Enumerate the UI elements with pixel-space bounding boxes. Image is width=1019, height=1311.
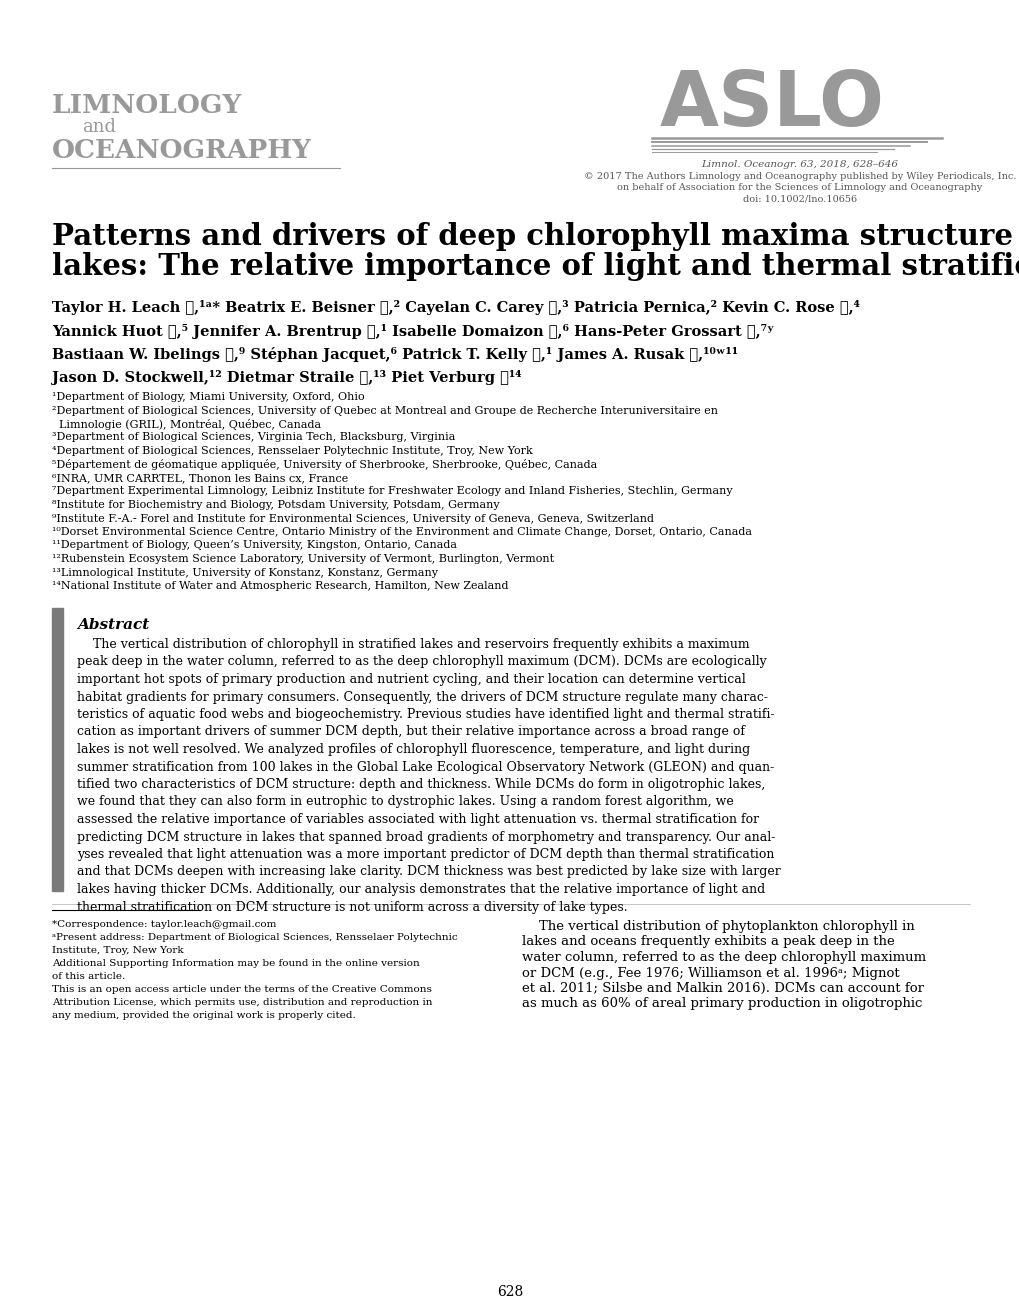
Text: ⁶INRA, UMR CARRTEL, Thonon les Bains cx, France: ⁶INRA, UMR CARRTEL, Thonon les Bains cx,… [52, 473, 347, 482]
Text: lakes: The relative importance of light and thermal stratification: lakes: The relative importance of light … [52, 252, 1019, 281]
Text: 628: 628 [496, 1285, 523, 1299]
Text: Institute, Troy, New York: Institute, Troy, New York [52, 947, 183, 954]
Text: on behalf of Association for the Sciences of Limnology and Oceanography: on behalf of Association for the Science… [616, 184, 981, 191]
Text: lakes and oceans frequently exhibits a peak deep in the: lakes and oceans frequently exhibits a p… [522, 936, 894, 948]
Text: Additional Supporting Information may be found in the online version: Additional Supporting Information may be… [52, 960, 420, 968]
Text: et al. 2011; Silsbe and Malkin 2016). DCMs can account for: et al. 2011; Silsbe and Malkin 2016). DC… [522, 982, 923, 995]
Text: Limnol. Oceanogr. 63, 2018, 628–646: Limnol. Oceanogr. 63, 2018, 628–646 [701, 160, 898, 169]
Text: of this article.: of this article. [52, 971, 125, 981]
Text: summer stratification from 100 lakes in the Global Lake Ecological Observatory N: summer stratification from 100 lakes in … [76, 760, 773, 773]
Text: ᵃPresent address: Department of Biological Sciences, Rensselaer Polytechnic: ᵃPresent address: Department of Biologic… [52, 933, 458, 943]
Text: peak deep in the water column, referred to as the deep chlorophyll maximum (DCM): peak deep in the water column, referred … [76, 656, 766, 669]
Text: and: and [82, 118, 116, 136]
Text: habitat gradients for primary consumers. Consequently, the drivers of DCM struct: habitat gradients for primary consumers.… [76, 691, 767, 704]
Text: and that DCMs deepen with increasing lake clarity. DCM thickness was best predic: and that DCMs deepen with increasing lak… [76, 865, 780, 878]
Text: predicting DCM structure in lakes that spanned broad gradients of morphometry an: predicting DCM structure in lakes that s… [76, 830, 774, 843]
Text: as much as 60% of areal primary production in oligotrophic: as much as 60% of areal primary producti… [522, 998, 921, 1011]
Text: yses revealed that light attenuation was a more important predictor of DCM depth: yses revealed that light attenuation was… [76, 848, 773, 861]
Text: doi: 10.1002/lno.10656: doi: 10.1002/lno.10656 [742, 194, 856, 203]
Text: or DCM (e.g., Fee 1976; Williamson et al. 1996ᵃ; Mignot: or DCM (e.g., Fee 1976; Williamson et al… [522, 966, 899, 979]
Bar [52, 608, 63, 891]
Text: ⁴Department of Biological Sciences, Rensselaer Polytechnic Institute, Troy, New : ⁴Department of Biological Sciences, Rens… [52, 446, 532, 456]
Text: ²Department of Biological Sciences, University of Quebec at Montreal and Groupe : ²Department of Biological Sciences, Univ… [52, 405, 717, 416]
Text: thermal stratification on DCM structure is not uniform across a diversity of lak: thermal stratification on DCM structure … [76, 901, 627, 914]
Text: ¹²Rubenstein Ecosystem Science Laboratory, University of Vermont, Burlington, Ve: ¹²Rubenstein Ecosystem Science Laborator… [52, 555, 553, 564]
Text: teristics of aquatic food webs and biogeochemistry. Previous studies have identi: teristics of aquatic food webs and bioge… [76, 708, 773, 721]
Text: ¹¹Department of Biology, Queen’s University, Kingston, Ontario, Canada: ¹¹Department of Biology, Queen’s Univers… [52, 540, 457, 551]
Text: water column, referred to as the deep chlorophyll maximum: water column, referred to as the deep ch… [522, 950, 925, 964]
Text: ¹⁴National Institute of Water and Atmospheric Research, Hamilton, New Zealand: ¹⁴National Institute of Water and Atmosp… [52, 581, 508, 591]
Text: ³Department of Biological Sciences, Virginia Tech, Blacksburg, Virginia: ³Department of Biological Sciences, Virg… [52, 433, 454, 443]
Text: Jason D. Stockwell,¹² Dietmar Straile Ⓢ,¹³ Piet Verburg Ⓢ¹⁴: Jason D. Stockwell,¹² Dietmar Straile Ⓢ,… [52, 370, 521, 385]
Text: we found that they can also form in eutrophic to dystrophic lakes. Using a rando: we found that they can also form in eutr… [76, 796, 733, 809]
Text: ⁸Institute for Biochemistry and Biology, Potsdam University, Potsdam, Germany: ⁸Institute for Biochemistry and Biology,… [52, 499, 499, 510]
Text: ⁹Institute F.-A.- Forel and Institute for Environmental Sciences, University of : ⁹Institute F.-A.- Forel and Institute fo… [52, 514, 653, 523]
Text: *Correspondence: taylor.leach@gmail.com: *Correspondence: taylor.leach@gmail.com [52, 920, 276, 929]
Text: Limnologie (GRIL), Montréal, Québec, Canada: Limnologie (GRIL), Montréal, Québec, Can… [52, 420, 321, 430]
Text: ⁷Department Experimental Limnology, Leibniz Institute for Freshwater Ecology and: ⁷Department Experimental Limnology, Leib… [52, 486, 732, 497]
Text: lakes having thicker DCMs. Additionally, our analysis demonstrates that the rela: lakes having thicker DCMs. Additionally,… [76, 884, 764, 895]
Text: Taylor H. Leach Ⓢ,¹ᵃ* Beatrix E. Beisner Ⓢ,² Cayelan C. Carey Ⓢ,³ Patricia Perni: Taylor H. Leach Ⓢ,¹ᵃ* Beatrix E. Beisner… [52, 300, 859, 315]
Text: lakes is not well resolved. We analyzed profiles of chlorophyll fluorescence, te: lakes is not well resolved. We analyzed … [76, 743, 750, 756]
Text: Patterns and drivers of deep chlorophyll maxima structure in 100: Patterns and drivers of deep chlorophyll… [52, 222, 1019, 250]
Text: OCEANOGRAPHY: OCEANOGRAPHY [52, 138, 312, 163]
Text: assessed the relative importance of variables associated with light attenuation : assessed the relative importance of vari… [76, 813, 758, 826]
Text: ¹Department of Biology, Miami University, Oxford, Ohio: ¹Department of Biology, Miami University… [52, 392, 364, 402]
Text: LIMNOLOGY: LIMNOLOGY [52, 93, 243, 118]
Text: ⁵Département de géomatique appliquée, University of Sherbrooke, Sherbrooke, Québ: ⁵Département de géomatique appliquée, Un… [52, 459, 597, 471]
Text: Bastiaan W. Ibelings Ⓢ,⁹ Stéphan Jacquet,⁶ Patrick T. Kelly Ⓢ,¹ James A. Rusak Ⓢ: Bastiaan W. Ibelings Ⓢ,⁹ Stéphan Jacquet… [52, 347, 738, 362]
Text: important hot spots of primary production and nutrient cycling, and their locati: important hot spots of primary productio… [76, 673, 745, 686]
Text: cation as important drivers of summer DCM depth, but their relative importance a: cation as important drivers of summer DC… [76, 725, 744, 738]
Text: tified two characteristics of DCM structure: depth and thickness. While DCMs do : tified two characteristics of DCM struct… [76, 777, 764, 791]
Text: The vertical distribution of chlorophyll in stratified lakes and reservoirs freq: The vertical distribution of chlorophyll… [76, 638, 749, 652]
Text: Abstract: Abstract [76, 617, 149, 632]
Text: Attribution License, which permits use, distribution and reproduction in: Attribution License, which permits use, … [52, 998, 432, 1007]
Text: Yannick Huot Ⓢ,⁵ Jennifer A. Brentrup Ⓢ,¹ Isabelle Domaizon Ⓢ,⁶ Hans-Peter Gross: Yannick Huot Ⓢ,⁵ Jennifer A. Brentrup Ⓢ,… [52, 324, 773, 340]
Text: ASLO: ASLO [659, 68, 884, 142]
Text: ¹³Limnological Institute, University of Konstanz, Konstanz, Germany: ¹³Limnological Institute, University of … [52, 568, 437, 578]
Text: any medium, provided the original work is properly cited.: any medium, provided the original work i… [52, 1011, 356, 1020]
Text: This is an open access article under the terms of the Creative Commons: This is an open access article under the… [52, 985, 431, 994]
Text: The vertical distribution of phytoplankton chlorophyll in: The vertical distribution of phytoplankt… [522, 920, 914, 933]
Text: © 2017 The Authors Limnology and Oceanography published by Wiley Periodicals, In: © 2017 The Authors Limnology and Oceanog… [583, 172, 1015, 181]
Text: ¹⁰Dorset Environmental Science Centre, Ontario Ministry of the Environment and C: ¹⁰Dorset Environmental Science Centre, O… [52, 527, 751, 538]
